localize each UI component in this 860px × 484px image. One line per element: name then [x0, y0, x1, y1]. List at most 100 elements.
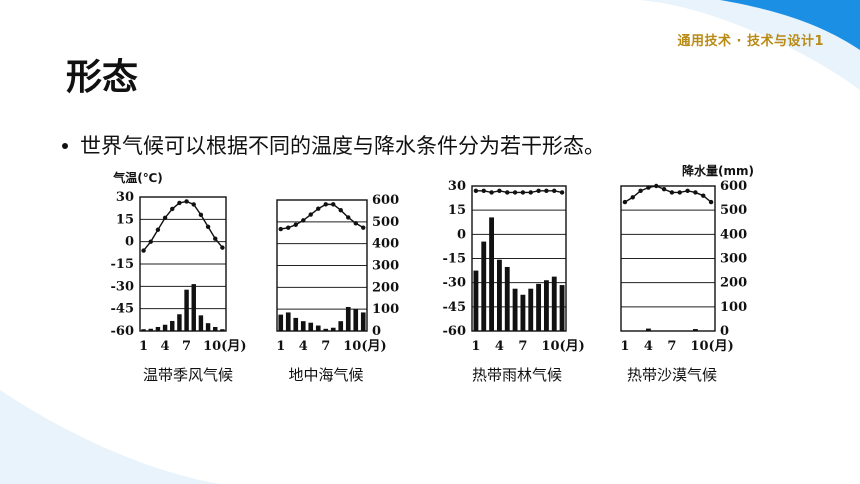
temp-tick-label: 30	[116, 190, 134, 205]
temperature-point	[559, 190, 565, 195]
temperature-point	[489, 190, 494, 195]
precip-bar	[293, 317, 299, 331]
temp-axis-label: 气温(℃)	[112, 170, 163, 185]
temperature-point	[708, 199, 714, 205]
month-tick-label: 4	[161, 339, 170, 354]
precip-tick-label: 200	[720, 276, 747, 291]
top-right-wave-blue	[720, 0, 860, 50]
temperature-point	[353, 221, 358, 226]
month-tick-label: 7	[182, 339, 191, 354]
temperature-point	[162, 215, 168, 221]
precip-bar	[330, 327, 336, 331]
temperature-point	[170, 206, 175, 212]
month-tick-label: 7	[667, 339, 676, 354]
month-tick-label: 1	[139, 339, 148, 354]
temperature-point	[481, 188, 486, 194]
precip-tick-label: 100	[720, 300, 747, 315]
temp-tick-label: -45	[443, 300, 467, 315]
month-tick-label: 4	[299, 339, 308, 354]
temp-tick-label: 0	[125, 235, 134, 250]
temp-tick-label: 30	[448, 179, 466, 194]
temperature-point	[497, 188, 502, 194]
temperature-point	[512, 190, 518, 195]
temperature-point	[205, 224, 211, 229]
temperature-point	[148, 239, 153, 244]
temperature-point	[473, 188, 479, 194]
precip-tick-label: 300	[372, 259, 399, 274]
temperature-point	[220, 245, 225, 250]
climate-chart-2	[276, 199, 368, 332]
temperature-point	[198, 212, 204, 218]
temperature-line	[143, 200, 223, 252]
precip-bar	[148, 328, 153, 331]
precip-bar	[162, 324, 168, 331]
page-title: 形态	[66, 57, 139, 98]
bullet-item: 世界气候可以根据不同的温度与降水条件分为若干形态。	[62, 130, 605, 160]
month-tick-label: 4	[644, 339, 653, 354]
temperature-point	[536, 188, 541, 194]
precip-bar	[504, 266, 510, 331]
precip-tick-label: 0	[372, 324, 381, 339]
temperature-point	[661, 187, 667, 192]
precip-tick-label: 400	[372, 237, 399, 252]
temp-tick-label: -15	[443, 252, 467, 267]
precip-bar	[551, 276, 557, 331]
temperature-point	[184, 199, 189, 204]
temperature-point	[308, 212, 313, 217]
temp-tick-label: 15	[448, 203, 466, 218]
month-tick-label: 1	[276, 339, 285, 354]
bullet-dot	[62, 143, 68, 149]
chart-caption: 地中海气候	[288, 366, 363, 384]
precip-bar	[278, 314, 284, 331]
precip-bar	[353, 309, 359, 331]
month-tick-label: 10(月)	[203, 339, 246, 354]
climate-chart-3	[471, 185, 567, 332]
precip-tick-label: 500	[720, 203, 747, 218]
precip-bar	[285, 312, 291, 331]
temperature-point	[638, 188, 643, 194]
precip-bar	[692, 329, 698, 331]
temp-tick-label: -30	[443, 276, 467, 291]
precip-bar	[528, 288, 534, 331]
month-tick-label: 4	[495, 339, 504, 354]
precip-bar	[198, 315, 204, 331]
precip-axis-label: 降水量(mm)	[682, 163, 754, 178]
precip-bar	[177, 314, 182, 331]
course-tag: 通用技术 · 技术与设计1	[677, 34, 824, 49]
temperature-point	[177, 200, 182, 206]
chart-frame	[620, 185, 716, 332]
precip-bar	[155, 326, 161, 331]
bullet-text: 世界气候可以根据不同的温度与降水条件分为若干形态。	[80, 134, 605, 158]
precip-bar	[184, 289, 189, 331]
temp-tick-label: 0	[457, 227, 466, 242]
temp-tick-label: -60	[111, 324, 135, 339]
temperature-point	[293, 222, 298, 227]
precip-tick-label: 600	[720, 179, 747, 194]
month-tick-label: 10(月)	[343, 339, 386, 354]
top-right-wave-light	[640, 0, 860, 90]
chart-caption: 热带雨林气候	[472, 366, 562, 384]
precip-tick-label: 500	[372, 215, 399, 230]
precip-bar	[536, 283, 542, 331]
temperature-point	[191, 202, 196, 207]
precip-bar	[489, 217, 495, 331]
precip-bar	[315, 325, 321, 331]
temp-tick-label: -60	[443, 324, 467, 339]
precip-tick-label: 200	[372, 280, 399, 295]
chart-frame	[471, 185, 567, 332]
temperature-point	[544, 188, 549, 194]
chart-frame	[276, 199, 368, 332]
precip-tick-label: 0	[720, 324, 729, 339]
precip-bar	[543, 280, 549, 331]
month-tick-label: 1	[471, 339, 480, 354]
precip-bar	[645, 328, 651, 331]
precip-bar	[481, 241, 487, 331]
precip-bar	[323, 328, 329, 331]
temp-tick-label: 15	[116, 212, 134, 227]
precip-bar	[205, 323, 211, 331]
temp-tick-label: -45	[111, 302, 135, 317]
temperature-point	[622, 199, 628, 205]
